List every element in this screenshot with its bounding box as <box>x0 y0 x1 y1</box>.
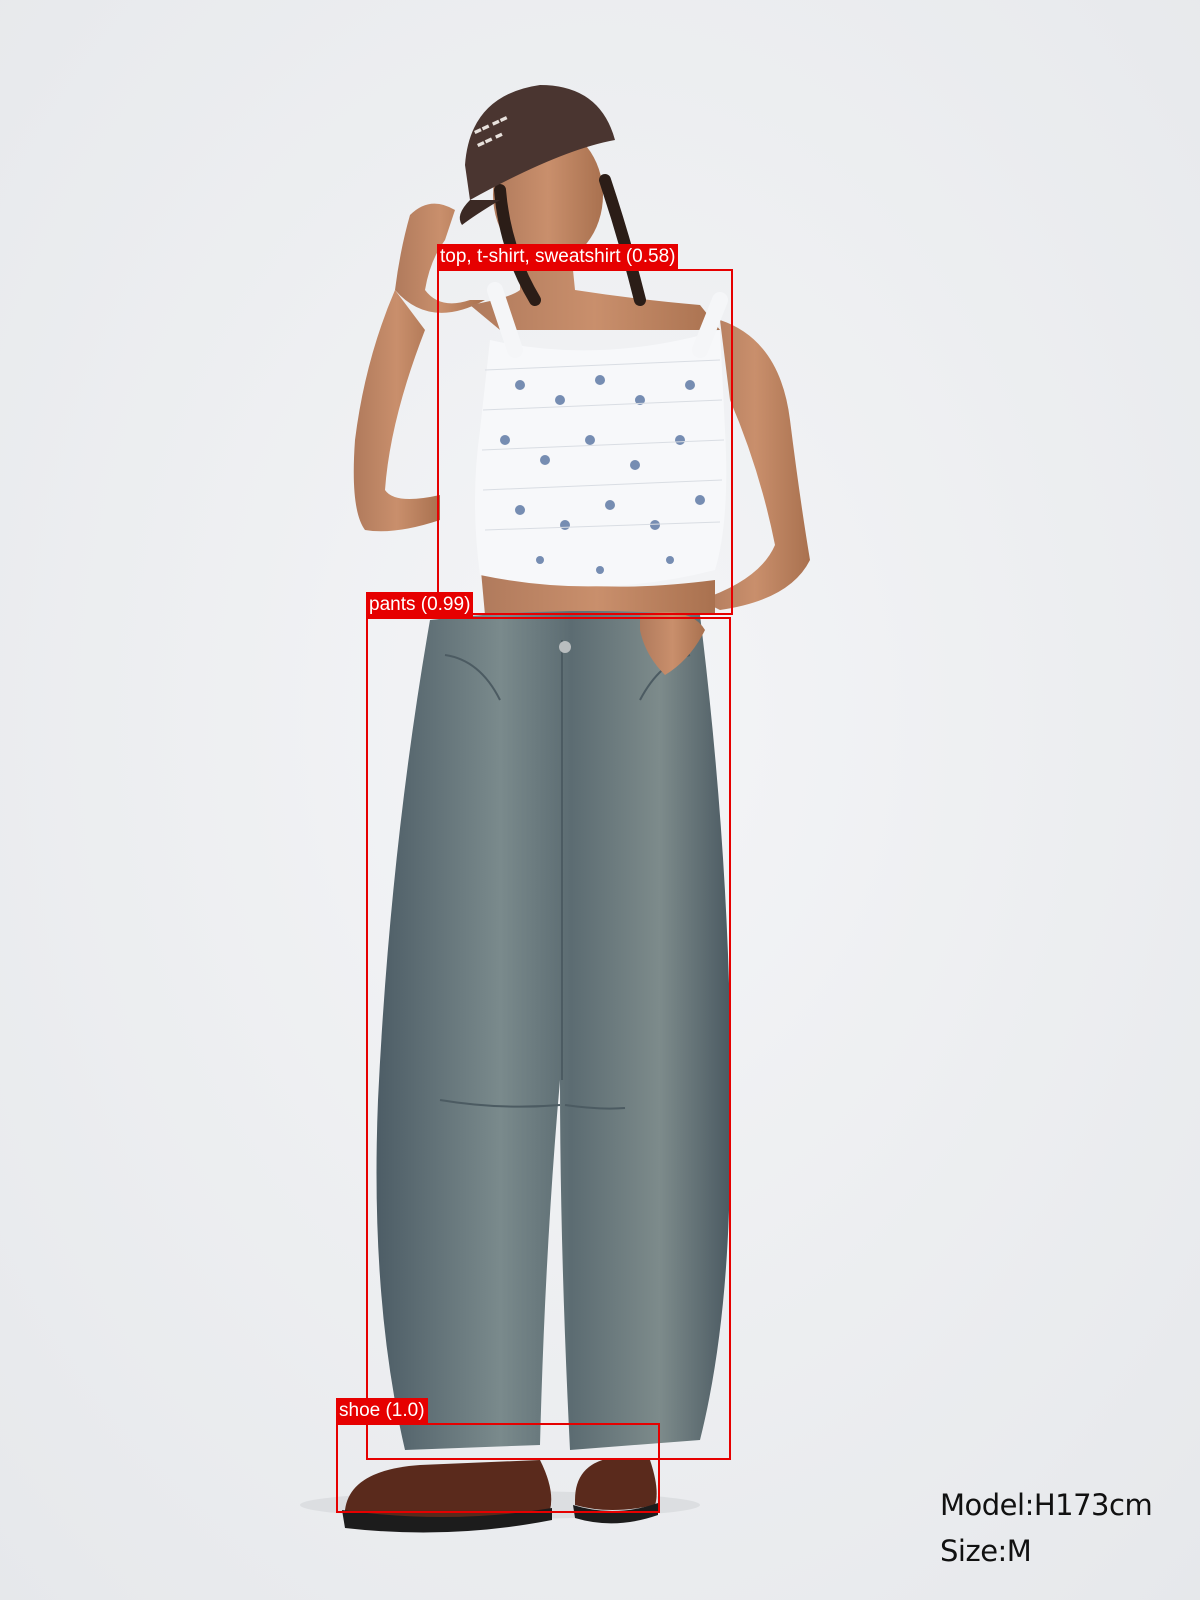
pants-detection-box <box>366 617 731 1460</box>
top-detection-box <box>437 269 733 615</box>
shoe-detection-label: shoe (1.0) <box>336 1398 428 1424</box>
pants-detection-label: pants (0.99) <box>366 592 474 618</box>
top-detection-label: top, t-shirt, sweatshirt (0.58) <box>437 244 679 270</box>
model-height: Model:H173cm <box>940 1488 1153 1522</box>
shoe-detection-box <box>336 1423 660 1513</box>
model-info: Model:H173cm Size:M <box>940 1482 1153 1574</box>
model-size: Size:M <box>940 1534 1032 1568</box>
